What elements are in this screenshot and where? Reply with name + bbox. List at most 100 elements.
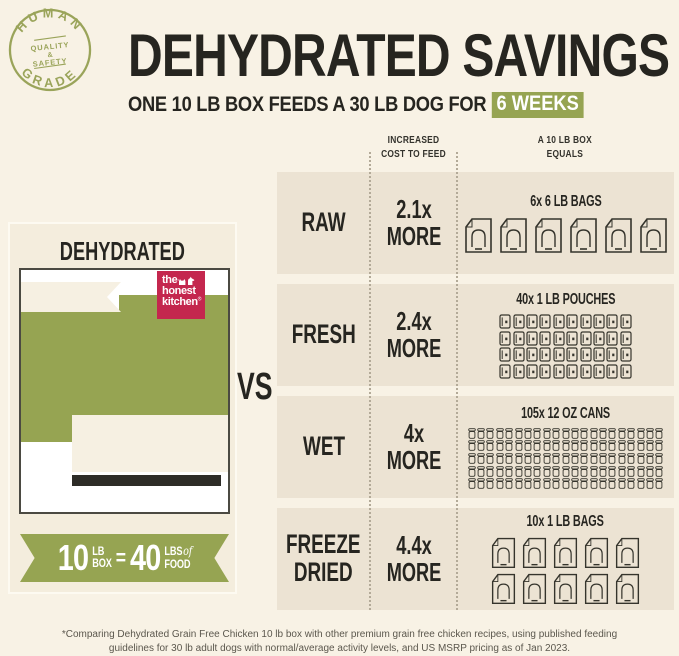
cost-multiplier: 2.4x MORE [386,305,441,363]
ribbon-food: FOOD [163,558,190,571]
can-icon [589,478,598,489]
pouch-icon [579,364,592,379]
can-icon [599,453,607,464]
can-icon [505,465,513,477]
can-icon [552,478,560,489]
pouch-icon [513,314,525,329]
pouch-icon [539,314,552,329]
card-title: DEHYDRATED [59,236,186,266]
can-icon [571,428,579,439]
bag-icon [615,537,640,568]
badge-rule-bottom [34,63,66,70]
bag-icon [534,217,562,253]
pouch-icon [566,364,578,379]
can-icon [477,465,485,477]
can-icon [514,478,523,489]
can-icon [533,453,542,464]
page-title: DEHYDRATED SAVINGS [128,22,670,89]
pouch-icon [539,347,552,362]
svg-text:GRADE: GRADE [19,65,81,91]
can-icon [580,440,589,452]
can-icon [580,478,589,489]
can-icon [477,453,485,464]
can-icon [589,440,598,452]
can-icon [514,465,523,477]
can-icon [599,428,607,439]
cat-dog-icon [178,276,195,285]
can-icon [618,428,626,439]
badge-quality-text: QUALITY [30,40,70,53]
vs-label: VS [237,366,273,408]
cost-multiplier: 4.4x MORE [386,529,441,587]
can-icon [486,440,495,452]
bag-icon [639,217,667,253]
pouch-icon [593,331,605,346]
can-icon [636,428,645,439]
row-fresh: FRESH 2.4x MORE 40x 1 LB POUCHES [277,284,674,386]
can-icon [618,453,626,464]
badge-rule-top [34,35,66,41]
subtitle-row: ONE 10 LB BOX FEEDS A 30 LB DOG FOR 6 WE… [128,91,584,118]
pouch-icon-grid [499,314,633,379]
bag-icon [584,537,609,568]
can-icon [589,465,598,477]
can-icon [580,453,589,464]
ribbon-equals: = [115,545,126,570]
pouch-icon [566,347,578,362]
badge-arc-top-text: HUMAN [13,6,84,35]
pouch-icon [579,331,592,346]
column-header-equals: A 10 LB BOX EQUALS [537,134,593,160]
box-art-green [21,312,228,415]
pouch-icon [539,331,552,346]
bag-icon [553,537,578,568]
can-icon [655,465,664,477]
pouch-icon [526,347,538,362]
footnote: *Comparing Dehydrated Grain Free Chicken… [61,629,618,654]
can-icon [627,440,635,452]
can-icon [599,465,607,477]
can-icon [505,440,513,452]
pouch-icon [553,364,565,379]
can-icon [589,453,598,464]
can-icon [571,440,579,452]
can-icon [533,428,542,439]
can-icon [486,478,495,489]
bag-icon [522,537,547,568]
subtitle-text: ONE 10 LB BOX FEEDS A 30 LB DOG FOR [128,92,487,117]
can-icon [496,440,504,452]
can-icon [618,440,626,452]
bag-icon [604,217,632,253]
subtitle-highlight: 6 WEEKS [491,91,584,118]
can-icon [627,478,635,489]
ribbon-num1: 10 [57,537,88,578]
bag-icon [553,573,578,604]
can-icon-grid [466,428,665,489]
dehydrated-card: DEHYDRATED the honest kitchen® 10 LB BOX [8,222,237,594]
can-icon [646,440,654,452]
can-icon [608,465,617,477]
can-icon [636,453,645,464]
pouch-icon [606,347,618,362]
ribbon-num2: 40 [129,537,161,578]
pouch-icon [526,331,538,346]
can-icon [514,440,523,452]
row-wet: WET 4x MORE 105x 12 OZ CANS [277,396,674,498]
pouch-icon [513,347,525,362]
can-icon [580,465,589,477]
pouch-icon [499,364,511,379]
can-icon [552,465,560,477]
can-icon [627,453,635,464]
box-art-flap [21,282,121,312]
bag-icon [615,573,640,604]
pouch-icon [620,331,632,346]
can-icon [571,453,579,464]
bag-icon [569,217,597,253]
can-icon [655,478,664,489]
box-art-black-bar [72,475,221,486]
food-type-label: WET [302,431,345,462]
can-icon [571,465,579,477]
bag-icon [491,573,516,604]
can-icon [646,465,654,477]
can-icon [599,440,607,452]
can-icon [496,478,504,489]
